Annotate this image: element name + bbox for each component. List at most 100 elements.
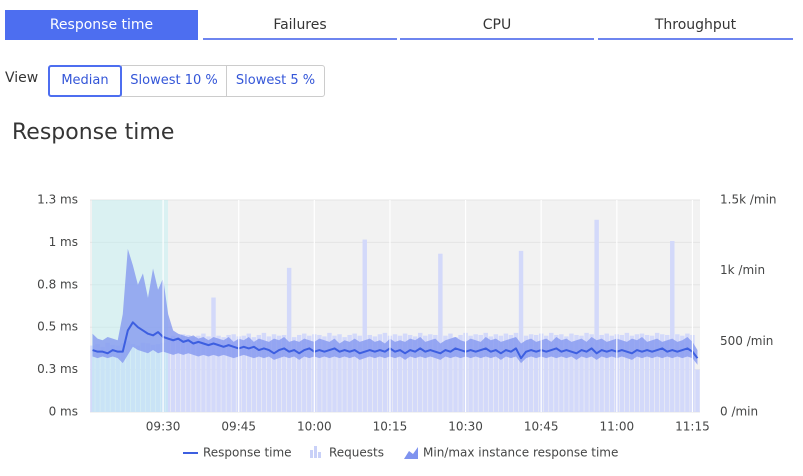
- request-bar: [412, 336, 418, 412]
- request-bar: [609, 335, 614, 412]
- x-tick-label: 09:30: [146, 420, 181, 434]
- request-bar: [170, 335, 176, 412]
- request-bar: [533, 334, 539, 412]
- request-bar: [226, 334, 231, 412]
- request-bar: [281, 334, 287, 412]
- y2-tick-label: 1.5k /min: [720, 193, 777, 207]
- request-bar: [599, 334, 604, 412]
- request-bar: [549, 332, 554, 412]
- request-bar: [150, 344, 156, 412]
- request-bar: [296, 334, 302, 412]
- request-bar: [90, 345, 95, 412]
- request-bar: [675, 334, 680, 412]
- request-bar: [518, 250, 524, 412]
- request-bar: [604, 333, 609, 412]
- request-bar: [276, 335, 282, 412]
- request-bar: [357, 335, 362, 412]
- request-bar: [594, 219, 599, 412]
- request-bar: [307, 335, 312, 412]
- request-bar: [155, 344, 161, 412]
- request-bar: [448, 333, 453, 412]
- request-bar: [458, 334, 463, 412]
- request-bar: [624, 332, 630, 412]
- request-bar: [685, 333, 690, 412]
- request-bar: [327, 332, 332, 412]
- y-tick-label: 1 ms: [49, 235, 78, 249]
- request-bar: [629, 335, 635, 412]
- view-option[interactable]: Slowest 10 %: [121, 65, 227, 97]
- request-bar: [95, 344, 100, 412]
- legend-label: Min/max instance response time: [423, 446, 618, 460]
- request-bar: [554, 334, 559, 412]
- request-bar: [322, 336, 327, 412]
- request-bar: [377, 334, 383, 412]
- request-bar: [372, 336, 378, 412]
- tab[interactable]: CPU: [400, 10, 594, 40]
- request-bar: [100, 346, 105, 412]
- view-option[interactable]: Slowest 5 %: [226, 65, 325, 97]
- request-bar: [382, 332, 388, 412]
- request-bar: [392, 334, 398, 412]
- request-bar: [115, 345, 120, 412]
- min-max-band: [92, 248, 698, 365]
- request-bar: [191, 337, 196, 412]
- legend-icon: [310, 446, 321, 458]
- tab[interactable]: Throughput: [598, 10, 793, 40]
- x-tick-label: 09:45: [221, 420, 256, 434]
- request-bar: [105, 342, 110, 412]
- request-bar: [261, 332, 267, 412]
- request-bar: [342, 337, 347, 412]
- y-tick-label: 0 ms: [49, 405, 78, 419]
- request-bar: [528, 334, 534, 412]
- request-bar: [433, 334, 438, 412]
- request-bar: [407, 334, 413, 412]
- request-bar: [130, 344, 136, 412]
- request-bar: [639, 333, 645, 412]
- request-bar: [402, 333, 408, 412]
- request-bar: [579, 335, 584, 412]
- legend-label: Response time: [203, 446, 292, 460]
- request-bar: [120, 343, 125, 412]
- request-bar: [498, 335, 504, 412]
- y-tick-label: 1.3 ms: [37, 193, 78, 207]
- request-bar: [665, 334, 670, 412]
- request-bar: [125, 341, 131, 412]
- request-bar: [423, 335, 428, 412]
- x-tick-label: 10:30: [448, 420, 483, 434]
- view-option[interactable]: Median: [48, 65, 122, 97]
- request-bar: [644, 334, 650, 412]
- request-bar: [216, 335, 221, 412]
- y2-tick-label: 500 /min: [720, 334, 773, 348]
- request-bar: [670, 240, 675, 412]
- request-bar: [397, 335, 403, 412]
- request-bar: [291, 337, 297, 412]
- tab[interactable]: Response time: [5, 10, 198, 40]
- request-bar: [513, 332, 519, 412]
- x-tick-label: 11:15: [675, 420, 710, 434]
- request-bar: [559, 334, 564, 412]
- tab[interactable]: Failures: [203, 10, 397, 40]
- legend-icon: [404, 447, 418, 459]
- request-bar: [196, 335, 201, 412]
- request-bar: [473, 334, 478, 412]
- request-bar: [438, 253, 443, 412]
- request-bar: [221, 337, 226, 412]
- request-bar: [256, 334, 262, 412]
- request-bar: [483, 332, 488, 412]
- request-bar: [317, 334, 322, 412]
- request-bar: [302, 333, 307, 412]
- legend: Response time Requests Min/max instance …: [183, 446, 618, 460]
- request-bar: [246, 333, 252, 412]
- request-bar: [574, 334, 579, 412]
- y-tick-label: 0.5 ms: [37, 320, 78, 334]
- request-bar: [695, 369, 700, 412]
- request-bar: [367, 334, 373, 412]
- request-bar: [337, 334, 342, 412]
- request-bar: [503, 333, 509, 412]
- request-bar: [186, 334, 191, 412]
- y2-tick-label: 0 /min: [720, 405, 758, 419]
- request-bar: [145, 343, 151, 412]
- request-bar: [488, 336, 494, 412]
